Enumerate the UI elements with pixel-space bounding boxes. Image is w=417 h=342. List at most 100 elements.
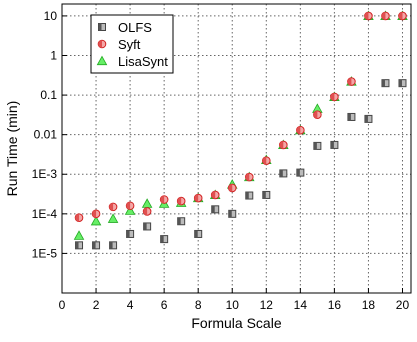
data-point: [159, 195, 169, 204]
data-point: [107, 213, 119, 223]
legend-label: Syft: [118, 37, 141, 52]
square-marker-shade: [109, 241, 113, 249]
square-marker-shade: [279, 169, 283, 177]
data-point: [347, 77, 356, 86]
y-tick-label: 10: [44, 9, 58, 23]
x-tick-label: 18: [362, 298, 376, 312]
data-point: [73, 230, 85, 240]
square-marker-shade: [194, 230, 198, 238]
x-tick-label: 16: [328, 298, 342, 312]
circle-marker-shade: [245, 173, 250, 181]
x-tick-label: 4: [127, 298, 134, 312]
circle-marker-shade: [296, 126, 301, 134]
y-tick-label: 1E-4: [32, 207, 58, 221]
data-point: [227, 183, 237, 193]
data-point: [210, 190, 220, 200]
series-syft: [74, 11, 407, 222]
legend: OLFS Syft LisaSynt: [90, 14, 174, 74]
y-tick-label: 0.01: [34, 128, 58, 142]
square-marker-shade: [143, 222, 147, 230]
data-point: [381, 11, 390, 21]
data-point: [364, 11, 373, 21]
x-tick-label: 0: [59, 298, 66, 312]
data-point: [279, 169, 288, 178]
legend-marker: [98, 23, 106, 31]
data-point: [74, 213, 84, 222]
x-axis-title: Formula Scale: [191, 315, 281, 331]
data-point: [245, 191, 254, 200]
circle-marker-shade: [364, 12, 369, 20]
square-marker-shade: [330, 141, 334, 149]
y-tick-label: 1E-5: [32, 246, 58, 260]
legend-label: OLFS: [118, 20, 152, 35]
data-point: [126, 229, 135, 238]
data-point: [330, 140, 339, 149]
data-point: [364, 114, 373, 123]
y-tick-label: 1: [50, 48, 57, 62]
x-tick-label: 6: [161, 298, 168, 312]
circle-marker-shade: [347, 77, 352, 86]
data-point: [160, 235, 169, 244]
square-marker-shade: [313, 142, 317, 150]
circle-marker-shade: [313, 110, 318, 119]
circle-marker-shade: [126, 201, 131, 210]
legend-marker: [97, 39, 107, 49]
data-point: [91, 209, 101, 219]
series-olfs: [75, 79, 407, 250]
square-marker-shade: [75, 241, 79, 249]
data-point: [330, 92, 339, 102]
x-tick-label: 8: [195, 298, 202, 312]
y-tick-label: 1E-3: [32, 167, 58, 181]
square-marker-shade: [228, 210, 232, 218]
data-point: [176, 196, 186, 206]
circle-marker-shade: [75, 213, 80, 222]
data-point: [193, 193, 203, 203]
legend-marker: [96, 55, 108, 66]
x-tick-label: 12: [260, 298, 274, 312]
circle-marker-shade: [160, 195, 165, 204]
tick-labels: 0 2 4 6 8 10 12 14 16 18 20 1E-5 1E-4 1E-3 0.01 0.1 1 10: [32, 9, 410, 312]
square-marker-shade: [347, 113, 351, 121]
square-marker-shade: [381, 79, 385, 87]
circle-marker-shade: [211, 191, 216, 199]
y-axis-title: Run Time (min): [4, 101, 20, 197]
circle-marker-shade: [143, 207, 148, 216]
square-marker-shade: [126, 230, 130, 238]
circle-marker-shade: [279, 141, 284, 149]
plot-frame: [61, 3, 412, 294]
data-point: [347, 112, 356, 121]
circle-marker-shade: [381, 12, 386, 20]
square-marker-shade: [262, 191, 266, 199]
axes: [61, 3, 412, 294]
data-point: [75, 241, 84, 250]
circle-marker-shade: [177, 197, 182, 205]
circle-marker-shade: [330, 93, 335, 101]
data-point: [211, 205, 220, 214]
circle-marker-shade: [194, 194, 199, 202]
data-point: [296, 125, 305, 135]
data-point: [142, 207, 152, 216]
circle-marker-shade: [98, 40, 102, 48]
circle-marker-shade: [262, 156, 267, 165]
x-tick-label: 10: [226, 298, 240, 312]
square-marker-shade: [398, 79, 402, 87]
data-point: [125, 201, 135, 211]
data-point: [194, 229, 203, 238]
x-tick-label: 20: [396, 298, 410, 312]
square-marker-shade: [211, 205, 215, 213]
square-marker-shade: [98, 23, 102, 31]
data-point: [143, 222, 152, 231]
data-point: [313, 141, 322, 150]
square-marker-shade: [296, 169, 300, 177]
circle-marker-shade: [109, 203, 114, 211]
data-point: [90, 215, 102, 226]
square-marker-shade: [364, 115, 368, 123]
circle-marker-shade: [92, 210, 97, 218]
data-point: [244, 172, 254, 182]
x-tick-label: 14: [294, 298, 308, 312]
data-point: [381, 79, 390, 88]
data-point: [92, 241, 101, 250]
